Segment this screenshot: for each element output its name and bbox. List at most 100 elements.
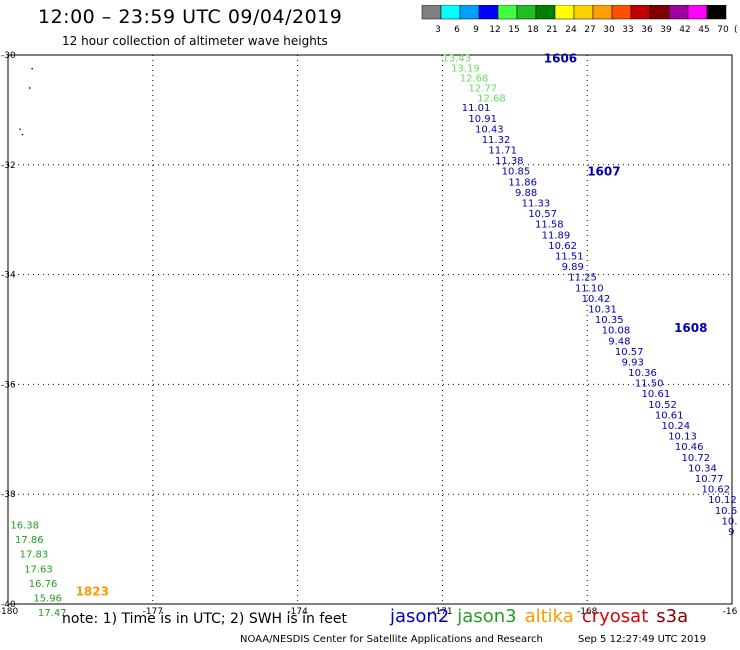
wave-height-value: 12.68 [460, 74, 489, 85]
legend-s3a: s3a [656, 606, 689, 627]
wave-height-value: 10.31 [588, 304, 617, 315]
wave-height-value: 10.57 [528, 209, 557, 220]
colorbar-tick-label: 30 [603, 25, 615, 35]
colorbar-swatch [706, 5, 727, 20]
latitude-label: -32 [1, 161, 16, 171]
wave-height-value: 11.86 [508, 177, 537, 188]
wave-height-value: 10.57 [615, 347, 644, 358]
wave-height-value: 11.01 [462, 103, 491, 114]
satellite-legend: jason2 jason3 altika cryosat s3a [390, 606, 696, 627]
wave-height-value: 13.19 [451, 64, 480, 75]
wave-height-value: 10.77 [695, 474, 724, 485]
page-subtitle: 12 hour collection of altimeter wave hei… [62, 34, 328, 48]
wave-height-value: 17.63 [24, 564, 53, 575]
legend-jason3: jason3 [457, 606, 517, 627]
wave-height-value: 9.93 [622, 357, 644, 368]
wave-height-value: 10.24 [662, 421, 691, 432]
longitude-label: -177 [143, 607, 163, 617]
wave-height-value: 11.51 [555, 251, 584, 262]
altika-track: 16.38 17.86 17.83 17.63 16.76 15.96 17.47 [10, 520, 66, 619]
wave-height-value: 10.43 [475, 124, 504, 135]
wave-height-value: 10.12 [708, 495, 737, 506]
colorbar-tick-label: 6 [454, 25, 460, 35]
wave-height-value: 9.48 [608, 336, 630, 347]
wave-height-value: 10.46 [675, 442, 704, 453]
wave-height-value: 17.86 [15, 535, 44, 546]
colorbar-tick-label: 21 [546, 25, 557, 35]
legend-jason2: jason2 [390, 606, 450, 627]
colorbar-tick-label: 39 [660, 25, 672, 35]
credit-text: NOAA/NESDIS Center for Satellite Applica… [240, 634, 543, 645]
wave-height-value: 12.68 [477, 93, 506, 104]
island-marker [21, 133, 24, 136]
longitude-label: -180 [0, 607, 18, 617]
island-marker [28, 87, 31, 89]
colorbar-tick-label: 70 [717, 25, 729, 35]
wave-height-value: 12.77 [468, 83, 497, 94]
wave-height-value: 10.72 [682, 453, 711, 464]
latitude-label: -40 [1, 600, 16, 610]
pass-time-label: 1823 [76, 584, 109, 598]
wave-height-value: 10.61 [642, 389, 671, 400]
wave-height-value: 11.89 [542, 230, 571, 241]
wave-height-value: 10.85 [502, 167, 531, 178]
wave-height-value: 10.35 [595, 315, 624, 326]
wave-height-value: 15.96 [33, 594, 62, 605]
colorbar-tick-label: 42 [679, 25, 690, 35]
longitude-label: -16 [723, 607, 738, 617]
wave-height-value: 13.43 [442, 54, 471, 65]
wave-height-value: 10.62 [548, 241, 577, 252]
wave-height-value: 10.36 [628, 368, 657, 379]
colorbar-unit-label: (ft) [734, 25, 738, 35]
wave-height-value: 10.52 [648, 400, 677, 411]
wave-height-value: 9.89 [562, 262, 584, 273]
wave-height-value: 11.50 [635, 379, 664, 390]
wave-height-value: 10.13 [668, 432, 697, 443]
latitude-label: -34 [1, 271, 16, 281]
map-frame [7, 54, 733, 605]
page-title: 12:00 – 23:59 UTC 09/04/2019 [38, 6, 343, 28]
colorbar-tick-label: 45 [698, 25, 709, 35]
colorbar-tick-label: 36 [641, 25, 653, 35]
wave-height-value: 10.42 [582, 294, 611, 305]
colorbar-tick-label: 9 [473, 25, 479, 35]
jason2-track: 11.0110.9110.4311.3211.7111.3810.8511.86… [462, 103, 738, 538]
longitude-label: -168 [577, 607, 598, 617]
longitude-label: -174 [287, 607, 308, 617]
wave-height-value: 11.25 [568, 273, 597, 284]
wave-height-value: 16.38 [10, 520, 39, 531]
wave-height-value: 11.71 [488, 146, 517, 157]
legend-altika: altika [524, 606, 574, 627]
island-marker [31, 67, 33, 70]
wave-height-value: 11.33 [522, 199, 551, 210]
wave-height-value: 10.6 [715, 506, 737, 517]
colorbar-tick-label: 15 [508, 25, 519, 35]
wave-height-value: 10.08 [602, 326, 631, 337]
wave-height-value: 16.76 [29, 579, 58, 590]
latitude-label: -36 [1, 380, 16, 390]
colorbar-tick-label: 33 [622, 25, 633, 35]
wave-height-value: 11.58 [535, 220, 564, 231]
wave-height-value: 10. [721, 516, 737, 527]
colorbar-tick-label: 18 [527, 25, 539, 35]
colorbar-tick-label: 12 [489, 25, 500, 35]
latitude-label: -38 [1, 490, 16, 500]
colorbar-tick-label: 27 [584, 25, 595, 35]
wave-height-value: 9.88 [515, 188, 537, 199]
latitude-label: -30 [1, 51, 16, 61]
longitude-label: -171 [432, 607, 452, 617]
wave-height-value: 11.38 [495, 156, 524, 167]
wave-height-value: 11.32 [482, 135, 511, 146]
legend-cryosat: cryosat [581, 606, 649, 627]
colorbar-tick-label: 24 [565, 25, 577, 35]
pass-time-label: 1608 [674, 321, 707, 335]
wave-height-value: 10.34 [688, 463, 717, 474]
wave-height-value: 9 [728, 527, 734, 538]
wave-height-value: 17.47 [38, 608, 67, 619]
units-note: note: 1) Time is in UTC; 2) SWH is in fe… [62, 611, 348, 627]
pass-time-label: 1606 [544, 52, 577, 66]
pass-time-label: 1607 [587, 164, 620, 178]
